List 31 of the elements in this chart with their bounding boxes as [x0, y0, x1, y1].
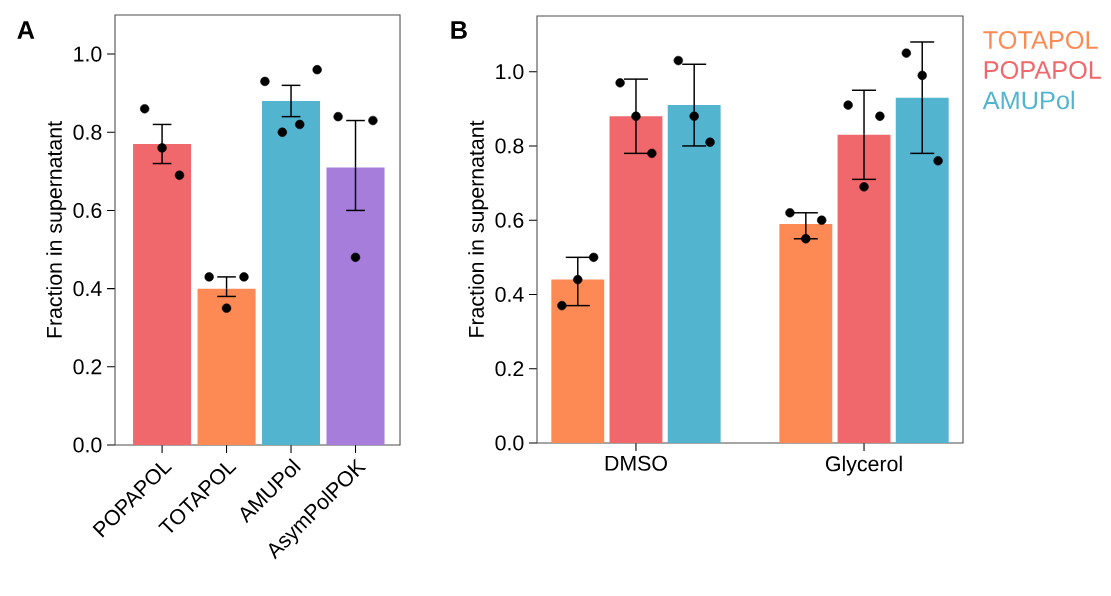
bar	[667, 105, 721, 443]
x-tick-label: Glycerol	[825, 455, 902, 476]
y-tick-label: 1.0	[74, 46, 102, 62]
chart-title: A	[17, 21, 35, 39]
y-tick-label: 0.0	[495, 435, 524, 451]
bar	[609, 116, 663, 443]
bar	[133, 143, 192, 445]
y-axis-title: Fraction in supernatant	[46, 121, 67, 338]
bar	[895, 97, 949, 443]
y-tick-label: 0.4	[73, 281, 102, 297]
series-label: AMUPol	[982, 90, 1074, 110]
bar	[197, 288, 256, 445]
bar	[551, 279, 605, 443]
y-tick-label: 1.0	[496, 64, 524, 80]
y-tick-label: 0.8	[73, 124, 102, 140]
bar	[262, 100, 321, 445]
y-tick-label: 0.6	[495, 212, 524, 228]
x-tick-label: DMSO	[605, 455, 667, 471]
y-tick-label: 0.0	[73, 437, 102, 453]
bar	[837, 134, 891, 443]
text: TOTAPOL	[983, 31, 1098, 49]
y-tick-label: 0.6	[73, 202, 102, 218]
y-tick-label: 0.8	[495, 138, 524, 154]
bar	[326, 167, 385, 445]
text: POPAPOL	[984, 61, 1102, 79]
y-tick-label: 0.4	[495, 286, 524, 303]
chart-title: B	[451, 21, 467, 39]
y-tick-label: 0.2	[495, 361, 524, 377]
y-axis-title: Fraction in supernatant	[468, 120, 489, 337]
y-tick-label: 0.2	[73, 359, 102, 375]
bar	[779, 223, 833, 443]
